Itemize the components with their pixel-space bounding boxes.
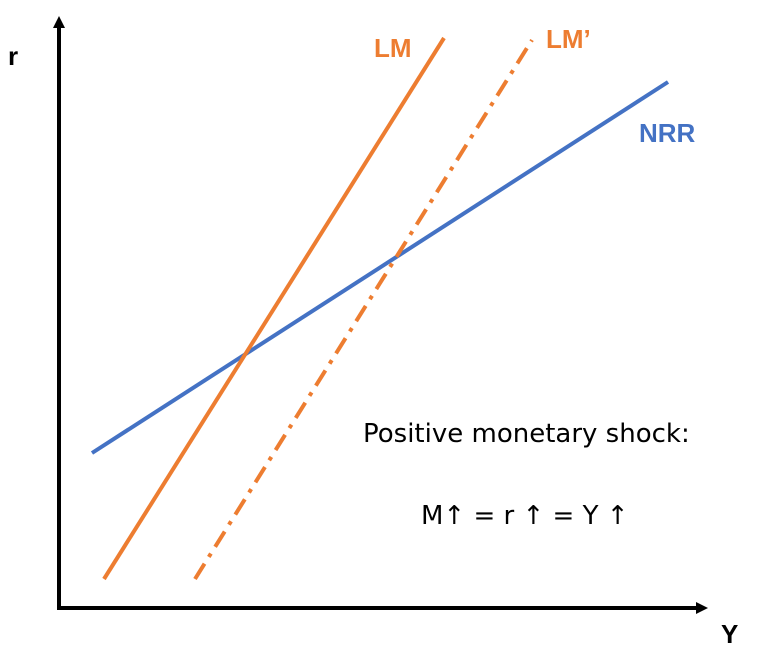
x-axis-label: Y — [721, 619, 738, 649]
lm-line — [102, 36, 446, 581]
annotation-equation: M↑ = r ↑ = Y ↑ — [421, 501, 629, 531]
nrr-line — [90, 80, 670, 455]
nrr-label: NRR — [639, 118, 696, 148]
lm-label: LM — [374, 33, 412, 63]
lm-prime-line — [193, 38, 534, 581]
lm-prime-label: LM’ — [546, 24, 591, 54]
y-axis-label: r — [8, 41, 18, 71]
annotation-title: Positive monetary shock: — [363, 419, 690, 449]
